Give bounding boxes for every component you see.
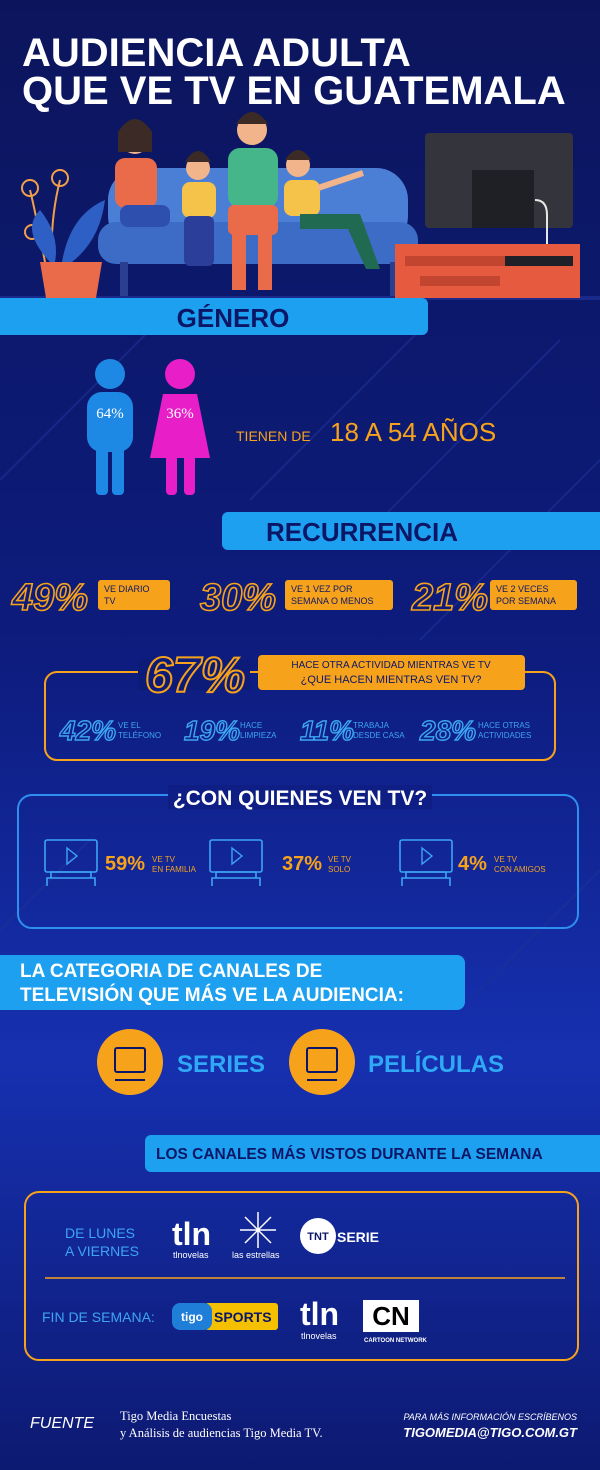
company-label: EN FAMILIA [152,865,197,874]
recurrence-percent: 21% [411,577,488,619]
female-figure [150,359,210,495]
section-bar [145,1135,600,1172]
logo-tnt: TNT [307,1231,329,1243]
section-heading: RECURRENCIA [266,517,458,547]
category-icon [289,1029,355,1095]
section-heading: LOS CANALES MÁS VISTOS DURANTE LA SEMANA [156,1146,543,1163]
footer-contact: TIGOMEDIA@TIGO.COM.GT [403,1425,578,1440]
section-heading: TELEVISIÓN QUE MÁS VE LA AUDIENCIA: [20,984,404,1006]
logo-tigo: tigo [181,1310,203,1324]
category-icon [97,1029,163,1095]
section-heading: ¿CON QUIENES VEN TV? [173,787,427,810]
age-range: 18 A 54 AÑOS [330,417,496,447]
label-box [285,580,393,610]
recurrence-percent: 30% [200,577,276,619]
activity-item-label: DESDE CASA [353,731,405,740]
family-illustration [0,112,600,300]
footer-fuente: FUENTE [30,1415,94,1432]
footer-source: y Análisis de audiencias Tigo Media TV. [120,1426,323,1440]
company-percent: 4% [458,853,487,875]
label-box [258,655,525,690]
company-label: SOLO [328,865,350,874]
title-line: AUDIENCIA ADULTA [22,31,411,75]
tv-icon-play [421,846,434,866]
logo-tnt-serie: SERIE [337,1229,379,1245]
activity-item-percent: 19% [184,715,240,746]
category-icon-glyph [306,1047,338,1073]
weekday-label: A VIERNES [65,1243,139,1259]
activity-item-label: TELÉFONO [118,731,161,740]
frame-gap [138,660,250,690]
age-prefix: TIENEN DE [236,428,311,444]
company-percent: 37% [282,853,322,875]
recurrence-percent: 49% [11,577,88,619]
label-box [98,580,170,610]
category-icon-glyph [114,1047,146,1073]
logo-tnt-circle [300,1218,336,1254]
logo-estrellas-star [240,1212,276,1248]
label-box [490,580,577,610]
recurrence-label: VE DIARIO [104,584,150,594]
logo-estrellas: las estrellas [232,1250,280,1260]
company-percent: 59% [105,853,145,875]
logo-tln-sub: tlnovelas [173,1250,209,1260]
activity-label: ¿QUE HACEN MIENTRAS VEN TV? [301,674,482,686]
logo-cn-sub: CARTOON NETWORK [364,1338,428,1344]
logo-tigo-box [205,1303,278,1330]
logo-tln-sub: tlnovelas [301,1331,337,1341]
male-figure [87,359,133,495]
sofa-icon [401,871,451,886]
company-label: VE TV [328,855,352,864]
logo-tigo-pill [172,1303,212,1330]
activity-item-label: HACE OTRAS [478,721,530,730]
tv-icon-play [66,846,79,866]
footer-contact: PARA MÁS INFORMACIÓN ESCRÍBENOS [403,1412,577,1422]
recurrence-label: SEMANA O MENOS [291,596,374,606]
sofa-icon [211,871,261,886]
activity-item-label: LIMPIEZA [240,731,277,740]
tv-icon-play [231,846,244,866]
logo-tln: tln [300,1296,339,1332]
logo-tln: tln [172,1216,211,1252]
activity-item-percent: 42% [59,715,116,746]
footer-source: Tigo Media Encuestas [120,1409,231,1423]
weekday-label: DE LUNES [65,1225,135,1241]
activity-item-label: HACE [240,721,262,730]
category-label: SERIES [177,1051,265,1078]
company-label: VE TV [152,855,176,864]
company-label: CON AMIGOS [494,865,546,874]
section-heading: LA CATEGORIA DE CANALES DE [20,961,322,982]
sofa-icon [46,871,96,886]
weekend-label: FIN DE SEMANA: [42,1309,155,1325]
activity-item-label: ACTIVIDADES [478,731,531,740]
section-bar [0,955,465,1010]
title-line: QUE VE TV EN GUATEMALA [22,69,566,113]
logo-cn: CN [372,1301,410,1331]
activity-item-label: VE EL [118,721,141,730]
section-bar [0,298,428,335]
channels-frame [24,1191,579,1361]
company-label: VE TV [494,855,518,864]
female-percent: 36% [166,406,194,422]
activity-label: HACE OTRA ACTIVIDAD MIENTRAS VE TV [291,660,491,671]
activity-item-percent: 28% [419,715,476,746]
logo-cn-box [363,1300,419,1332]
recurrence-label: POR SEMANA [496,596,556,606]
section-heading: GÉNERO [177,303,290,333]
recurrence-label: VE 2 VECES [496,584,549,594]
category-label: PELÍCULAS [368,1050,504,1078]
frame-gap [168,785,432,809]
recurrence-label: TV [104,596,116,606]
section-bar [222,512,600,550]
activity-item-percent: 11% [300,715,354,746]
logo-sports: SPORTS [214,1309,272,1325]
recurrence-label: VE 1 VEZ POR [291,584,353,594]
activity-item-label: TRABAJA [353,721,390,730]
activity-percent: 67% [145,647,245,703]
male-percent: 64% [96,406,124,422]
